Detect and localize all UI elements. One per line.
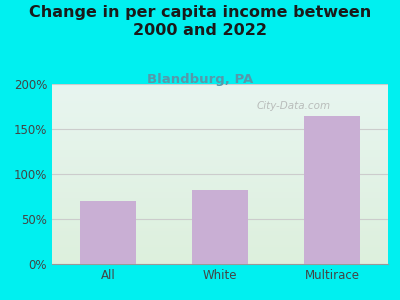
- Text: Change in per capita income between
2000 and 2022: Change in per capita income between 2000…: [29, 4, 371, 38]
- Bar: [304, 116, 360, 264]
- Bar: [80, 201, 136, 264]
- Text: Blandburg, PA: Blandburg, PA: [147, 74, 253, 86]
- Text: City-Data.com: City-Data.com: [257, 100, 331, 111]
- Bar: [192, 190, 248, 264]
